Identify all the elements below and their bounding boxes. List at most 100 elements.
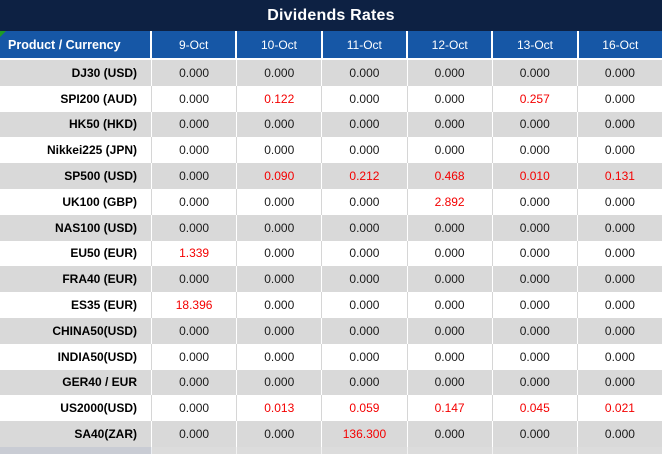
- dividend-value-cell: 0.000: [322, 317, 408, 344]
- dividend-value-cell: 0.000: [237, 369, 323, 396]
- dividend-value-cell: 0.000: [322, 111, 408, 138]
- product-cell: SP500 (USD): [0, 163, 152, 189]
- dividend-value-cell: 0.013: [237, 395, 323, 422]
- dividend-value-cell: 0.000: [408, 111, 493, 138]
- table-row: SA40(ZAR) 0.000 0.000 136.300 0.000 0.000 0.00…: [0, 421, 662, 447]
- dividend-value-cell: 136.300: [322, 421, 408, 447]
- table-row: CHINA50(USD) 0.000 0.000 0.000 0.000 0.000 0.0…: [0, 317, 662, 344]
- dividend-value-cell: 0.000: [604, 194, 635, 209]
- dividend-value-cell: 0.000: [493, 188, 578, 215]
- dividend-value-cell: 0.000: [408, 369, 493, 396]
- dividend-value-cell: 0.468: [408, 163, 493, 189]
- dividend-value-cell: 0.000: [604, 272, 635, 287]
- dividend-value-cell: 0.000: [408, 137, 493, 164]
- date-header-11-oct: 11-Oct: [323, 31, 408, 58]
- dividend-value-cell: 0.000: [493, 317, 578, 344]
- date-header-16-oct: 16-Oct: [602, 37, 639, 52]
- date-header-9-oct: 9-Oct: [152, 31, 238, 58]
- dividend-value-cell: 0.090: [237, 163, 323, 189]
- table-row: US2000(USD) 0.000 0.013 0.059 0.147 0.045 0.02…: [0, 395, 662, 422]
- dividend-value-cell: 0.000: [408, 317, 493, 344]
- table-row: SPI200 (AUD) 0.000 0.122 0.000 0.000 0.257 0.0…: [0, 85, 662, 112]
- dividend-value-cell: 18.396: [152, 292, 238, 318]
- dividend-value-cell: 0.000: [604, 91, 635, 106]
- dividend-value-cell: 0.000: [152, 421, 238, 447]
- dividend-value-cell: 0.000: [604, 65, 635, 80]
- table-row: UK100 (GBP) 0.000 0.000 0.000 2.892 0.000 0.00…: [0, 188, 662, 215]
- dividend-value-cell: 0.000: [604, 220, 635, 235]
- dividend-value-cell: 0.000: [493, 266, 578, 293]
- dividend-value-cell: 0.000: [322, 188, 408, 215]
- dividend-value-cell: 0.000: [237, 266, 323, 293]
- dividend-value-cell: 0.000: [493, 343, 578, 370]
- dividend-value-cell: 0.000: [604, 349, 635, 364]
- partial-product-cell: [0, 447, 152, 454]
- dividend-value-cell: 0.000: [237, 60, 323, 86]
- dividend-value-cell: 0.000: [152, 111, 238, 138]
- dividend-value-cell: 0.000: [604, 143, 635, 158]
- dividend-value-cell: 0.021: [604, 401, 635, 416]
- dividend-value-cell: 0.000: [152, 137, 238, 164]
- product-cell: CHINA50(USD): [0, 317, 152, 344]
- dividend-value-cell: 0.000: [322, 85, 408, 112]
- product-cell: SPI200 (AUD): [0, 85, 152, 112]
- product-cell: US2000(USD): [0, 395, 152, 422]
- product-cell: UK100 (GBP): [0, 188, 152, 215]
- dividend-value-cell: 0.000: [152, 395, 238, 422]
- dividend-value-cell: 0.000: [322, 60, 408, 86]
- dividend-value-cell: 0.000: [237, 214, 323, 241]
- product-cell: SA40(ZAR): [0, 421, 152, 447]
- table-body: DJ30 (USD) 0.000 0.000 0.000 0.000 0.000 0.000…: [0, 60, 662, 447]
- dividend-value-cell: 0.000: [408, 292, 493, 318]
- dividend-value-cell: 0.000: [408, 266, 493, 293]
- product-cell: NAS100 (USD): [0, 214, 152, 241]
- table-header-row: Product / Currency 9-Oct 10-Oct 11-Oct 12-O…: [0, 31, 662, 60]
- dividend-value-cell: 0.000: [152, 266, 238, 293]
- product-cell: Nikkei225 (JPN): [0, 137, 152, 164]
- dividend-value-cell: 0.000: [237, 111, 323, 138]
- dividend-value-cell: 0.000: [493, 60, 578, 86]
- dividend-value-cell: 0.000: [408, 343, 493, 370]
- table-row: SP500 (USD) 0.000 0.090 0.212 0.468 0.010 0.13…: [0, 163, 662, 189]
- table-row: INDIA50(USD) 0.000 0.000 0.000 0.000 0.000 0.0…: [0, 343, 662, 370]
- dividend-value-cell: 0.000: [152, 85, 238, 112]
- dividend-value-cell: 0.212: [322, 163, 408, 189]
- product-cell: EU50 (EUR): [0, 240, 152, 267]
- product-cell: INDIA50(USD): [0, 343, 152, 370]
- dividend-value-cell: 0.000: [152, 60, 238, 86]
- dividend-value-cell: 0.059: [322, 395, 408, 422]
- dividend-value-cell: 0.000: [237, 240, 323, 267]
- product-currency-header-label: Product / Currency: [8, 37, 121, 52]
- product-cell: GER40 / EUR: [0, 369, 152, 396]
- dividend-value-cell: 0.000: [237, 188, 323, 215]
- dividend-value-cell: 0.000: [237, 292, 323, 318]
- dividend-value-cell: 0.000: [322, 292, 408, 318]
- dividend-value-cell: 0.010: [493, 163, 578, 189]
- dividend-value-cell: 1.339: [152, 240, 238, 267]
- product-currency-header: Product / Currency: [0, 31, 152, 58]
- dividend-value-cell: 0.147: [408, 395, 493, 422]
- table-row: DJ30 (USD) 0.000 0.000 0.000 0.000 0.000 0.000: [0, 60, 662, 86]
- dividend-value-cell: 0.000: [322, 343, 408, 370]
- dividend-value-cell: 0.000: [152, 163, 238, 189]
- dividend-value-cell: 0.000: [152, 343, 238, 370]
- dividend-value-cell: 0.000: [493, 421, 578, 447]
- product-cell: DJ30 (USD): [0, 60, 152, 86]
- dividend-value-cell: 0.000: [152, 369, 238, 396]
- partial-next-row: [0, 447, 662, 454]
- dividend-value-cell: 0.000: [152, 188, 238, 215]
- green-corner-triangle-icon: [0, 31, 6, 37]
- dividend-value-cell: 0.000: [493, 111, 578, 138]
- table-row: ES35 (EUR) 18.396 0.000 0.000 0.000 0.000 0.00…: [0, 292, 662, 318]
- dividend-value-cell: 0.000: [493, 214, 578, 241]
- date-header-13-oct: 13-Oct: [493, 31, 579, 58]
- table-row: NAS100 (USD) 0.000 0.000 0.000 0.000 0.000 0.0…: [0, 214, 662, 241]
- product-cell: HK50 (HKD): [0, 111, 152, 138]
- dividend-value-cell: 0.000: [604, 427, 635, 442]
- dividend-value-cell: 0.257: [493, 85, 578, 112]
- dividend-value-cell: 0.045: [493, 395, 578, 422]
- dividend-value-cell: 0.131: [604, 169, 635, 184]
- product-cell: FRA40 (EUR): [0, 266, 152, 293]
- dividend-value-cell: 0.000: [322, 266, 408, 293]
